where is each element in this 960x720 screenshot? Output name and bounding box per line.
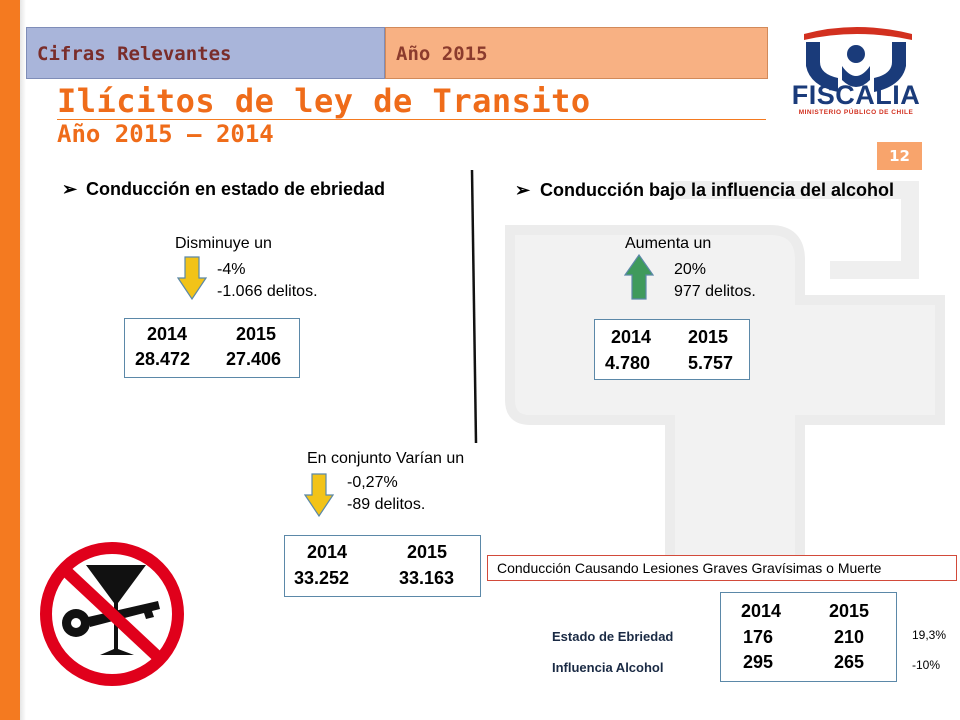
change-alcohol: -10% [912, 658, 941, 672]
left-value-2015: 27.406 [226, 349, 282, 369]
combined-values-box: 2014 2015 33.252 33.163 [284, 535, 481, 597]
injuries-year-2014: 2014 [741, 601, 782, 621]
right-change-pct: 20% [674, 261, 707, 278]
arrow-down-icon [177, 256, 207, 300]
left-accent-shadow [20, 0, 26, 720]
logo-subtitle: MINISTERIO PÚBLICO DE CHILE [798, 109, 914, 116]
combined-value-2015: 33.163 [399, 568, 455, 588]
left-change-intro: Disminuye un [175, 235, 272, 252]
right-heading-text: Conducción bajo la influencia del alcoho… [540, 180, 895, 200]
bullet-arrow-icon: ➢ [515, 180, 531, 200]
left-accent-bar [0, 0, 20, 720]
combined-year-2014: 2014 [307, 542, 348, 562]
background-watermark [505, 181, 945, 575]
combined-value-2014: 33.252 [294, 568, 350, 588]
section-divider [470, 169, 478, 444]
right-change-count: 977 delitos. [674, 283, 756, 300]
injuries-values-box: 2014 2015 176 210 295 265 [720, 592, 897, 682]
tab-cifras-relevantes[interactable]: Cifras Relevantes [26, 27, 385, 79]
alcohol-2014: 295 [743, 652, 774, 672]
left-heading: ➢ Conducción en estado de ebriedad [62, 179, 385, 200]
right-change-intro: Aumenta un [625, 235, 712, 252]
change-ebriedad: 19,3% [912, 628, 947, 642]
right-value-2015: 5.757 [688, 353, 734, 373]
left-change-count: -1.066 delitos. [217, 283, 318, 300]
combined-year-2015: 2015 [407, 542, 448, 562]
no-drinking-and-driving-icon [40, 542, 184, 686]
logo-name: FISCALIA [791, 80, 921, 110]
injuries-heading-box: Conducción Causando Lesiones Graves Grav… [487, 555, 957, 581]
combined-change-count: -89 delitos. [347, 496, 426, 513]
ebriedad-2015: 210 [834, 627, 865, 647]
bullet-arrow-icon: ➢ [62, 179, 78, 199]
tab-anio[interactable]: Año 2015 [385, 27, 768, 79]
page-title: Ilícitos de ley de Transito [57, 82, 591, 120]
alcohol-2015: 265 [834, 652, 865, 672]
title-divider [57, 119, 766, 120]
arrow-down-icon [304, 473, 334, 517]
injuries-year-2015: 2015 [829, 601, 870, 621]
fiscalia-logo [804, 27, 912, 92]
left-year-2014: 2014 [147, 324, 188, 344]
right-heading: ➢ Conducción bajo la influencia del alco… [515, 179, 895, 202]
row-label-ebriedad: Estado de Ebriedad [552, 629, 674, 644]
right-value-2014: 4.780 [605, 353, 651, 373]
right-year-2014: 2014 [611, 327, 652, 347]
left-year-2015: 2015 [236, 324, 277, 344]
row-label-alcohol: Influencia Alcohol [552, 660, 664, 675]
left-values-box: 2014 2015 28.472 27.406 [124, 318, 300, 378]
arrow-up-icon [624, 254, 654, 300]
right-values-box: 2014 2015 4.780 5.757 [594, 319, 750, 380]
left-heading-text: Conducción en estado de ebriedad [86, 179, 386, 199]
combined-change-pct: -0,27% [347, 474, 398, 491]
left-change-pct: -4% [217, 261, 246, 278]
right-year-2015: 2015 [688, 327, 729, 347]
left-value-2014: 28.472 [135, 349, 191, 369]
injuries-heading: Conducción Causando Lesiones Graves Grav… [497, 560, 882, 576]
combined-change-intro: En conjunto Varían un [307, 450, 465, 467]
ebriedad-2014: 176 [743, 627, 774, 647]
slide-number: 12 [877, 142, 922, 170]
page-subtitle: Año 2015 – 2014 [57, 120, 274, 148]
